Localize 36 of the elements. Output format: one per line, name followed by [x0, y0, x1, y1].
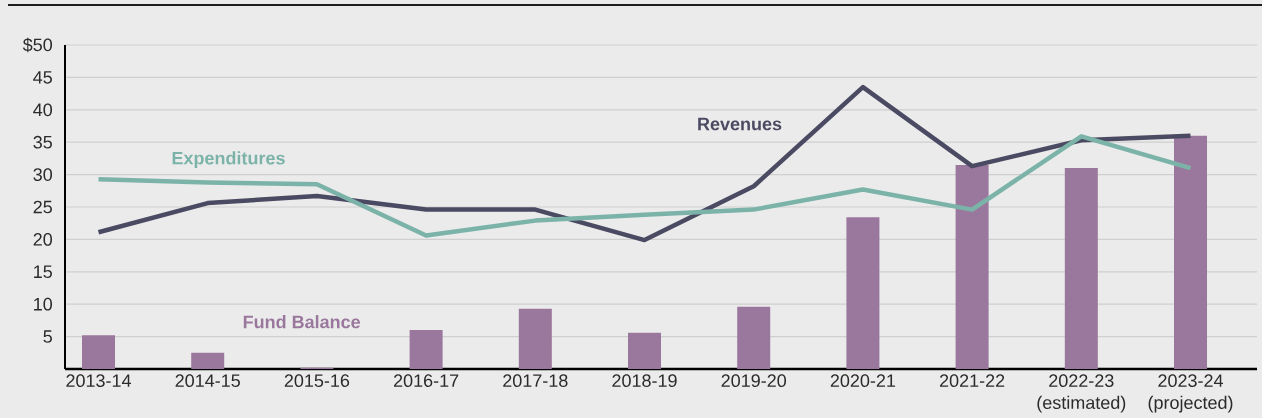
bar	[737, 306, 771, 369]
x-tick-label: 2014-15	[175, 374, 240, 387]
series-label: Expenditures	[172, 151, 285, 169]
bar	[628, 332, 662, 369]
y-tick-label: 45	[33, 71, 52, 84]
series-label: Fund Balance	[243, 315, 360, 329]
x-tick-label: 2015-16	[284, 374, 350, 387]
y-tick-label: 5	[43, 330, 52, 343]
x-tick-label: 2019-20	[721, 374, 787, 387]
x-tick-label: 2013-14	[66, 374, 132, 387]
x-tick-label: 2023-24 (projected)	[1148, 374, 1233, 413]
y-tick-label: 15	[34, 265, 52, 279]
x-tick-label: 2016-17	[393, 374, 459, 387]
x-tick-label: 2020-21	[830, 374, 896, 387]
x-tick-label: 2018-19	[612, 374, 677, 387]
x-tick-label: 2017-18	[503, 374, 568, 387]
y-tick-label: 40	[33, 103, 53, 117]
y-tick-label: $50	[22, 37, 53, 53]
x-tick-label: 2022-23 (estimated)	[1037, 374, 1126, 413]
y-tick-label: 30	[33, 168, 53, 181]
x-tick-label: 2021-22	[939, 374, 1005, 387]
bar	[846, 217, 880, 369]
y-tick-label: 35	[33, 135, 52, 149]
y-tick-label: 10	[34, 297, 53, 311]
line-series	[96, 134, 1193, 238]
bar	[955, 164, 989, 369]
bar	[409, 330, 443, 369]
y-tick-label: 25	[33, 200, 52, 214]
bar	[1174, 135, 1208, 369]
bar	[518, 308, 552, 369]
y-tick-label: 20	[33, 233, 53, 246]
series-label: Revenues	[698, 117, 782, 131]
bar	[1064, 168, 1098, 369]
bar	[191, 352, 225, 369]
line-series	[96, 84, 1193, 243]
bar	[82, 335, 116, 369]
